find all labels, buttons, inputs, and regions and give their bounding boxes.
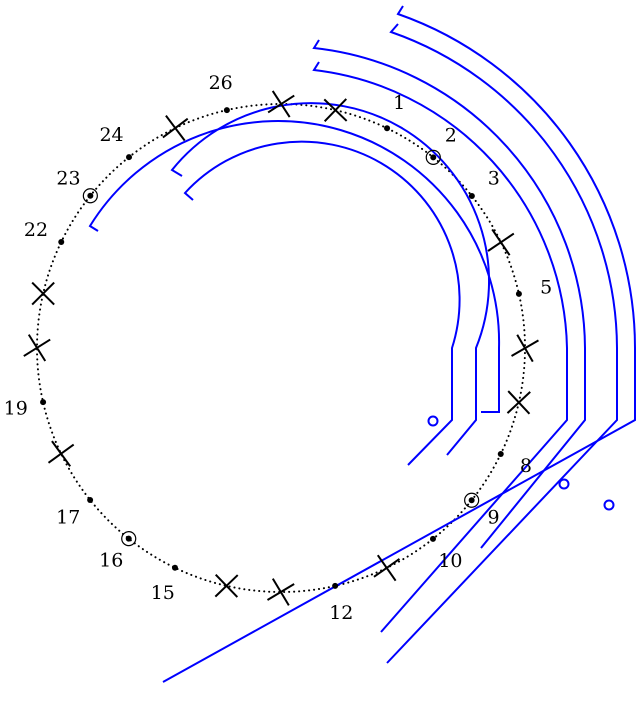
arc-group — [88, 5, 636, 683]
marker-label: 2 — [445, 124, 457, 146]
dot-marker — [332, 582, 339, 589]
cross-marker — [162, 115, 189, 142]
marker-label: 1 — [393, 92, 405, 114]
cross-marker — [267, 90, 295, 118]
arc-2 — [170, 102, 491, 456]
dot-marker — [126, 154, 133, 161]
arc-7 — [162, 5, 636, 683]
marker-label: 5 — [540, 277, 552, 299]
marker-label: 8 — [520, 455, 532, 477]
cross-marker — [214, 573, 239, 598]
cross-marker — [506, 390, 531, 415]
marker-label: 15 — [151, 582, 175, 604]
circled-dot-ring — [121, 531, 137, 547]
cross-marker — [23, 334, 51, 362]
dot-marker — [223, 107, 230, 114]
circled-dot-marker — [430, 154, 437, 161]
cross-marker — [266, 578, 295, 606]
cross-marker — [487, 228, 515, 256]
dot-marker — [171, 564, 178, 571]
circled-dot-marker — [87, 192, 94, 199]
dot-marker — [468, 193, 475, 200]
marker-label: 23 — [56, 167, 80, 189]
marker-label: 12 — [329, 602, 353, 624]
dot-marker — [429, 535, 436, 542]
arc-5 — [312, 61, 568, 633]
cross-marker — [323, 98, 348, 123]
arc-6 — [386, 23, 618, 664]
cross-marker — [511, 334, 539, 363]
marker-label: 26 — [209, 72, 233, 94]
marker-label: 17 — [56, 506, 80, 528]
arc-end-markers — [427, 415, 615, 511]
arc-3 — [183, 140, 461, 466]
dot-marker — [40, 399, 47, 406]
arc-open-circle — [427, 415, 439, 427]
dot-marker — [497, 451, 504, 458]
marker-label: 9 — [487, 507, 499, 529]
circled-dot-marker — [468, 497, 475, 504]
arc-4 — [312, 39, 586, 549]
cross-marker — [373, 554, 401, 582]
dot-marker — [384, 125, 391, 132]
marker-label: 10 — [438, 550, 462, 572]
marker-label: 16 — [99, 550, 123, 572]
cross-marker — [47, 440, 75, 467]
dot-marker — [58, 238, 65, 245]
ring-markers — [23, 90, 539, 606]
circled-dot-marker — [125, 535, 132, 542]
circled-dot-ring — [82, 188, 98, 204]
marker-label: 24 — [99, 124, 123, 146]
circled-dot-ring — [464, 492, 480, 508]
cross-marker — [31, 281, 55, 306]
marker-label: 22 — [24, 219, 48, 241]
marker-label: 19 — [4, 397, 28, 419]
arc-open-circle — [558, 478, 570, 490]
arc-1 — [88, 120, 501, 413]
circled-dot-ring — [425, 149, 441, 165]
arc-open-circle — [603, 499, 615, 511]
marker-label: 3 — [488, 168, 500, 190]
dot-marker — [87, 496, 94, 503]
dot-marker — [515, 290, 522, 297]
